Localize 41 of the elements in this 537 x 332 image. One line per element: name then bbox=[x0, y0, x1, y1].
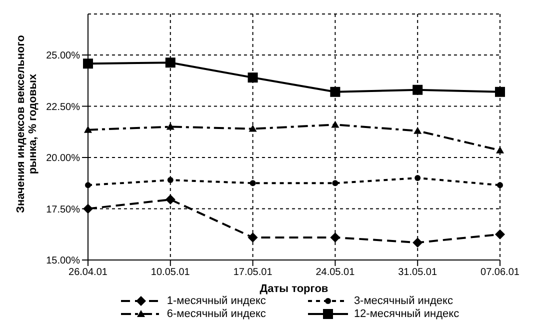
point bbox=[495, 229, 505, 240]
point bbox=[332, 180, 338, 186]
y-tick-label: 22.50% bbox=[46, 102, 80, 113]
point bbox=[85, 182, 91, 188]
x-tick-label: 17.05.01 bbox=[233, 267, 273, 278]
point bbox=[414, 126, 422, 134]
legend-label: 1-месячный индекс bbox=[166, 294, 266, 306]
point bbox=[330, 232, 340, 242]
point bbox=[165, 58, 176, 68]
y-tick-label: 25.00% bbox=[46, 50, 80, 62]
point bbox=[165, 194, 176, 205]
point bbox=[248, 124, 257, 132]
x-tick-label: 10.05.01 bbox=[150, 267, 190, 278]
point bbox=[495, 86, 505, 97]
point bbox=[330, 86, 340, 97]
point bbox=[412, 84, 423, 95]
point bbox=[83, 204, 93, 214]
x-tick-label: 24.05.01 bbox=[316, 267, 356, 278]
point bbox=[84, 126, 92, 133]
y-tick-label: 20.00% bbox=[46, 153, 80, 164]
legend-label: 6-месячный индекс bbox=[166, 308, 266, 320]
point bbox=[248, 72, 258, 83]
point bbox=[83, 58, 93, 69]
point bbox=[167, 177, 174, 184]
point bbox=[412, 238, 423, 248]
point bbox=[166, 122, 174, 130]
x-tick-label: 07.06.01 bbox=[480, 267, 520, 278]
x-axis-title: Даты торгов bbox=[260, 283, 328, 295]
point bbox=[496, 146, 504, 154]
y-tick-label: 17.50% bbox=[46, 204, 80, 216]
y-tick-label: 15.00% bbox=[46, 256, 80, 267]
point bbox=[497, 182, 503, 188]
y-axis-title: Значения индексов вексельного рынка, % годовых bbox=[15, 34, 39, 215]
x-tick-label: 31.05.01 bbox=[398, 267, 438, 278]
point bbox=[414, 175, 421, 181]
x-tick-label: 26.04.01 bbox=[68, 267, 108, 278]
legend-label: 3-месячный индекс bbox=[354, 294, 453, 306]
point bbox=[331, 120, 340, 128]
point bbox=[248, 232, 258, 242]
legend-label: 12-месячный индекс bbox=[354, 308, 460, 320]
point bbox=[250, 180, 256, 186]
